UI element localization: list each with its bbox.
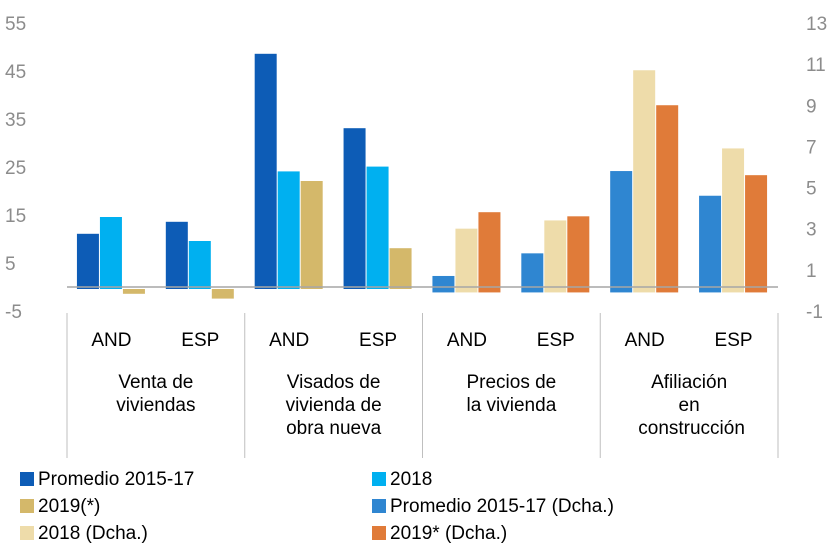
- y-tick-label: 15: [5, 206, 26, 227]
- legend-swatch: [372, 472, 386, 486]
- y-tick-label: 45: [5, 62, 26, 83]
- bar: [211, 289, 234, 299]
- y-tick-label: 35: [5, 110, 26, 131]
- bar: [633, 70, 656, 293]
- x-tick-label: ESP: [537, 330, 575, 351]
- bar: [188, 241, 211, 289]
- y-tick-label: 25: [5, 158, 26, 179]
- x-tick-label: AND: [447, 330, 487, 351]
- y2-tick-label: 1: [806, 261, 817, 282]
- group-label: Visados de vivienda de obra nueva: [285, 372, 382, 439]
- bar: [99, 217, 122, 289]
- bar: [122, 289, 145, 294]
- y2-tick-label: 7: [806, 137, 817, 158]
- y-tick-label: -5: [5, 302, 22, 323]
- bar: [567, 216, 590, 293]
- legend-label: 2018: [390, 469, 432, 490]
- bar: [277, 171, 300, 289]
- legend-swatch: [20, 499, 34, 513]
- bar: [610, 171, 633, 293]
- group-label: Venta de viviendas: [116, 372, 196, 416]
- bar: [722, 148, 745, 293]
- x-tick-label: AND: [91, 330, 131, 351]
- bar: [300, 181, 323, 289]
- y2-tick-label: 5: [806, 179, 817, 200]
- y2-tick-label: 3: [806, 220, 817, 241]
- bar: [76, 233, 99, 289]
- legend-label: Promedio 2015-17: [38, 469, 194, 490]
- legend-swatch: [372, 526, 386, 540]
- legend-swatch: [372, 499, 386, 513]
- bar: [478, 212, 501, 293]
- legend-label: 2019(*): [38, 496, 100, 517]
- y2-tick-label: 11: [806, 55, 826, 76]
- x-tick-label: ESP: [181, 330, 219, 351]
- bar: [521, 253, 544, 293]
- y-tick-label: 5: [5, 254, 16, 275]
- y2-tick-label: 9: [806, 96, 817, 117]
- legend-label: 2019* (Dcha.): [390, 523, 507, 544]
- bar: [745, 175, 768, 293]
- group-label: Afiliación en construcción: [638, 372, 745, 439]
- bar: [699, 195, 722, 293]
- group-label: Precios de la vivienda: [466, 372, 557, 416]
- bar: [343, 128, 366, 289]
- bar: [165, 221, 188, 289]
- bar: [455, 228, 478, 293]
- y-tick-label: 55: [5, 14, 26, 35]
- x-tick-label: ESP: [715, 330, 753, 351]
- bar: [544, 220, 567, 293]
- x-tick-label: AND: [625, 330, 665, 351]
- x-tick-label: AND: [269, 330, 309, 351]
- legend-swatch: [20, 526, 34, 540]
- bar: [432, 275, 455, 293]
- legend-label: Promedio 2015-17 (Dcha.): [390, 496, 614, 517]
- y2-tick-label: -1: [806, 302, 823, 323]
- legend-swatch: [20, 472, 34, 486]
- bar: [389, 248, 412, 289]
- y2-tick-label: 13: [806, 14, 827, 35]
- bar: [254, 53, 277, 289]
- x-tick-label: ESP: [359, 330, 397, 351]
- bar: [366, 166, 389, 289]
- bar: [656, 105, 679, 293]
- legend-label: 2018 (Dcha.): [38, 523, 148, 544]
